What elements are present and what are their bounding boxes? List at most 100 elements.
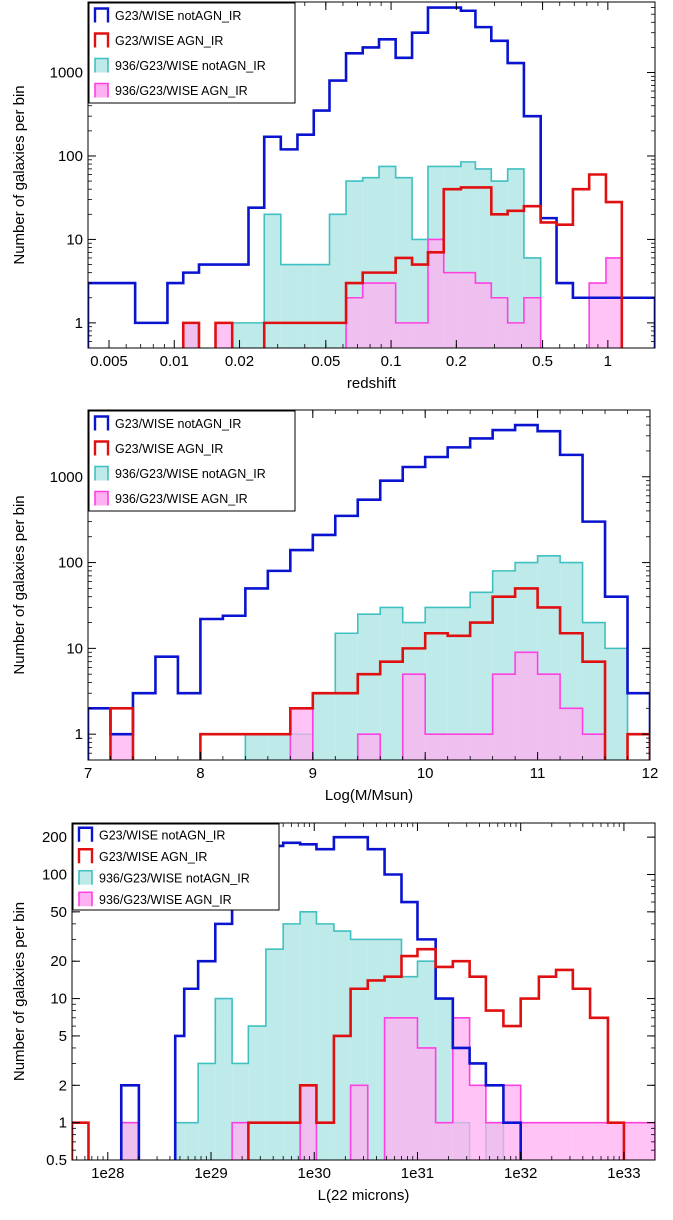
legend-swatch-outline bbox=[78, 869, 93, 885]
legend-swatch-outline bbox=[77, 826, 94, 842]
histogram-step-line bbox=[119, 835, 522, 1160]
histogram-bar bbox=[121, 1122, 139, 1160]
histogram-bar bbox=[290, 708, 313, 760]
x-axis-label: Log(M/Msun) bbox=[325, 787, 413, 804]
histogram-bar bbox=[538, 1122, 557, 1160]
histogram-bar bbox=[447, 607, 471, 760]
x-axis: 0.005 0.01 0.02 0.05 0.1 0.2 0.5 1 bbox=[90, 2, 612, 370]
y-axis: 0.5 1 2 5 10 20 50 100 200 bbox=[42, 829, 655, 1169]
y-tick-label: 100 bbox=[42, 866, 67, 883]
histogram-bar bbox=[520, 1122, 539, 1160]
legend-swatch bbox=[79, 892, 92, 907]
chart-panel-2: 7 8 9 10 11 12 Log(M/Msun) 1 10 100 1000 Number of … bbox=[11, 409, 658, 804]
histogram-bar bbox=[232, 322, 249, 348]
legend-swatch-outline bbox=[94, 57, 109, 73]
histogram-bar bbox=[485, 1122, 504, 1160]
histogram-bar bbox=[507, 322, 524, 348]
histogram-bar bbox=[401, 1017, 418, 1160]
y-axis-label: Number of galaxies per bin bbox=[11, 902, 28, 1081]
plot-frame bbox=[87, 1, 656, 349]
x-tick-label: 0.1 bbox=[381, 353, 402, 370]
x-tick-label: 10 bbox=[417, 765, 434, 782]
x-tick-label: 9 bbox=[309, 765, 317, 782]
y-axis: 1 10 100 1000 bbox=[50, 7, 655, 342]
x-tick-label: 1e30 bbox=[298, 1165, 331, 1182]
histogram-bar bbox=[556, 1122, 573, 1160]
y-tick-label: 0.5 bbox=[46, 1152, 67, 1169]
histogram-bar bbox=[395, 322, 413, 348]
y-tick-label: 20 bbox=[50, 953, 67, 970]
legend-swatch-outline bbox=[93, 415, 110, 431]
series-g23-wise-agn-ir bbox=[72, 947, 626, 1160]
histogram-bar bbox=[582, 734, 606, 760]
histogram-outline bbox=[120, 1016, 655, 1160]
histogram-bar bbox=[537, 674, 561, 760]
histogram-bar bbox=[312, 693, 336, 760]
x-tick-label: 8 bbox=[196, 765, 204, 782]
histogram-bar bbox=[357, 614, 381, 760]
chart-panel-3: 1e28 1e29 1e30 1e31 1e32 1e33 L(22 microns) 0.5… bbox=[11, 822, 656, 1204]
series-936-g23-wise-agn-ir bbox=[109, 651, 606, 760]
histogram-bar bbox=[435, 998, 453, 1160]
histogram-bar bbox=[560, 708, 583, 760]
legend-swatch bbox=[95, 466, 108, 481]
y-tick-label: 1000 bbox=[50, 65, 83, 82]
series-g23-wise-agn-ir bbox=[181, 173, 624, 348]
x-tick-label: 0.005 bbox=[90, 353, 128, 370]
legend-entry-label: 936/G23/WISE AGN_IR bbox=[115, 84, 248, 98]
x-axis: 1e28 1e29 1e30 1e31 1e32 1e33 bbox=[76, 823, 641, 1182]
x-tick-label: 1e31 bbox=[401, 1165, 434, 1182]
histogram-bar bbox=[184, 1122, 199, 1160]
histogram-bar bbox=[175, 1122, 185, 1160]
legend-entry-label: G23/WISE AGN_IR bbox=[99, 850, 207, 864]
histogram-bar bbox=[379, 283, 396, 348]
legend-swatch-outline bbox=[94, 490, 109, 506]
y-tick-label: 10 bbox=[50, 991, 67, 1008]
histogram-bar bbox=[507, 168, 524, 348]
histogram-bar bbox=[283, 923, 301, 1160]
legend-entry-label: 936/G23/WISE AGN_IR bbox=[99, 893, 232, 907]
y-tick-label: 1 bbox=[59, 1115, 67, 1132]
histogram-bar bbox=[582, 622, 606, 760]
legend-swatch-outline bbox=[94, 82, 109, 98]
y-tick-label: 200 bbox=[42, 829, 67, 846]
legend-box bbox=[88, 410, 296, 512]
legend-entry-label: G23/WISE notAGN_IR bbox=[99, 828, 225, 842]
legend: G23/WISE notAGN_IR G23/WISE AGN_IR 936/G23… bbox=[72, 823, 280, 911]
histogram-bar bbox=[357, 734, 381, 760]
x-tick-label: 0.02 bbox=[225, 353, 254, 370]
histogram-bar bbox=[469, 1085, 486, 1160]
histogram-bar bbox=[264, 214, 281, 348]
histogram-bar bbox=[590, 1122, 608, 1160]
histogram-bar bbox=[412, 322, 428, 348]
series-g23-wise-notagn-ir bbox=[88, 423, 650, 760]
legend-swatch bbox=[95, 491, 108, 506]
histogram-bar bbox=[492, 674, 516, 760]
x-tick-label: 1e33 bbox=[607, 1165, 640, 1182]
histogram-bar bbox=[417, 1047, 436, 1160]
histogram-bar bbox=[623, 1122, 655, 1160]
histogram-bar bbox=[280, 264, 298, 348]
x-tick-label: 7 bbox=[84, 765, 92, 782]
y-tick-label: 100 bbox=[58, 148, 83, 165]
legend-box bbox=[88, 2, 296, 104]
histogram-step-line bbox=[88, 423, 650, 760]
chart-panel-1: 0.005 0.01 0.02 0.05 0.1 0.2 0.5 1 redshift 1 10 10… bbox=[11, 1, 656, 392]
histogram-step-line bbox=[88, 6, 655, 348]
histogram-bar bbox=[333, 931, 351, 1160]
x-tick-label: 0.5 bbox=[532, 353, 553, 370]
legend-swatch-outline bbox=[93, 32, 110, 48]
legend-swatch bbox=[79, 870, 92, 885]
x-tick-label: 1 bbox=[604, 353, 612, 370]
plot-frame bbox=[87, 409, 651, 761]
histogram-bar bbox=[607, 1122, 624, 1160]
histogram-bar bbox=[362, 283, 380, 348]
legend-entry-label: 936/G23/WISE AGN_IR bbox=[115, 492, 248, 506]
legend-swatch-outline bbox=[93, 7, 110, 23]
histogram-bar bbox=[215, 998, 233, 1160]
histogram-bar bbox=[605, 257, 622, 348]
histogram-bar bbox=[384, 1017, 402, 1160]
histogram-bar bbox=[267, 734, 291, 760]
histogram-step-line bbox=[72, 947, 626, 1160]
histogram-bar bbox=[248, 322, 265, 348]
